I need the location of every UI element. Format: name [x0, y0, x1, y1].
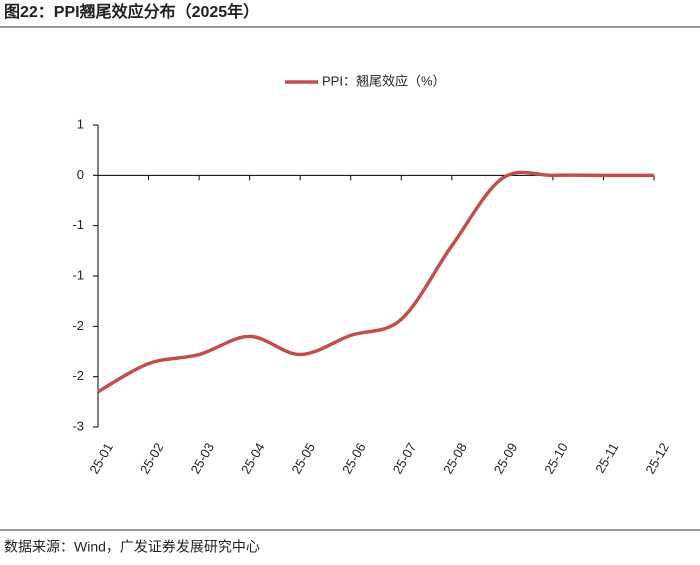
x-tick-label: 25-12 — [642, 440, 672, 476]
y-tick-label: 0 — [77, 167, 84, 182]
y-tick-label: -2 — [72, 318, 84, 333]
x-tick-label: 25-11 — [592, 440, 621, 475]
x-tick-label: 25-09 — [491, 440, 521, 476]
x-tick-label: 25-03 — [187, 440, 217, 476]
y-tick-label: -1 — [72, 217, 84, 232]
y-tick-label: -3 — [72, 418, 84, 433]
y-tick-label: -2 — [72, 368, 84, 383]
x-tick-label: 25-02 — [137, 440, 167, 476]
x-tick-label: 25-07 — [390, 440, 420, 476]
chart-title: 图22：PPI翘尾效应分布（2025年） — [4, 2, 259, 21]
x-tick-label: 25-06 — [339, 440, 369, 476]
legend-label: PPI：翘尾效应（%） — [322, 73, 446, 88]
x-tick-label: 25-08 — [440, 440, 470, 476]
source-note: 数据来源：Wind，广发证券发展研究中心 — [4, 539, 260, 555]
x-tick-label: 25-01 — [86, 440, 116, 476]
x-tick-label: 25-04 — [238, 440, 268, 476]
x-tick-label: 25-05 — [289, 440, 319, 476]
x-tick-label: 25-10 — [541, 440, 571, 476]
y-tick-label: 1 — [77, 116, 84, 131]
y-tick-label: -1 — [72, 267, 84, 282]
series-line — [97, 170, 654, 394]
